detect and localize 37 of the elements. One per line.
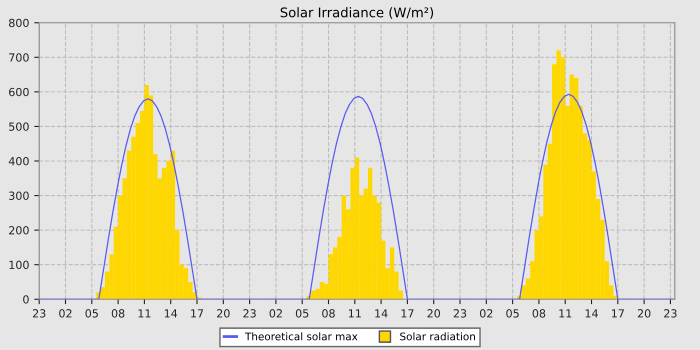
- x-tick-label: 20: [638, 309, 650, 318]
- legend-label: Solar radiation: [400, 332, 475, 340]
- x-tick-label: 14: [375, 309, 388, 318]
- x-tick-label: 23: [243, 309, 256, 318]
- x-tick-label: 11: [138, 309, 150, 318]
- x-tick-label: 20: [217, 309, 230, 318]
- y-tick-label: 100: [9, 260, 29, 270]
- x-tick-label: 17: [402, 309, 414, 318]
- x-tick-label: 23: [32, 309, 46, 318]
- x-tick-label: 08: [532, 309, 546, 318]
- x-tick-label: 14: [164, 309, 178, 318]
- x-tick-label: 11: [348, 309, 361, 318]
- x-tick-label: 11: [559, 309, 572, 318]
- y-tick-label: 300: [9, 192, 29, 200]
- x-tick-label: 08: [322, 309, 335, 318]
- y-tick-label: 600: [9, 88, 29, 96]
- x-tick-label: 17: [191, 309, 204, 318]
- x-tick-label: 05: [506, 309, 519, 318]
- x-tick-label: 17: [612, 309, 624, 318]
- x-tick-label: 23: [664, 309, 677, 318]
- y-tick-label: 500: [9, 122, 29, 131]
- x-tick-label: 08: [112, 309, 124, 318]
- y-tick-label: 400: [8, 156, 29, 166]
- legend-label: Theoretical solar max: [244, 332, 358, 340]
- y-tick-label: 0: [23, 295, 29, 304]
- x-tick-label: 05: [296, 309, 308, 318]
- y-tick-label: 700: [9, 53, 29, 62]
- x-tick-label: 02: [270, 309, 282, 318]
- y-tick-label: 200: [9, 226, 29, 235]
- chart-title: Solar Irradiance (W/m²): [280, 7, 434, 19]
- x-tick-label: 02: [480, 309, 492, 318]
- x-tick-label: 02: [59, 309, 72, 318]
- x-tick-label: 05: [85, 309, 98, 318]
- y-tick-label: 800: [9, 18, 29, 28]
- x-tick-label: 20: [427, 309, 440, 318]
- x-tick-label: 23: [454, 309, 466, 318]
- x-tick-label: 14: [586, 309, 598, 318]
